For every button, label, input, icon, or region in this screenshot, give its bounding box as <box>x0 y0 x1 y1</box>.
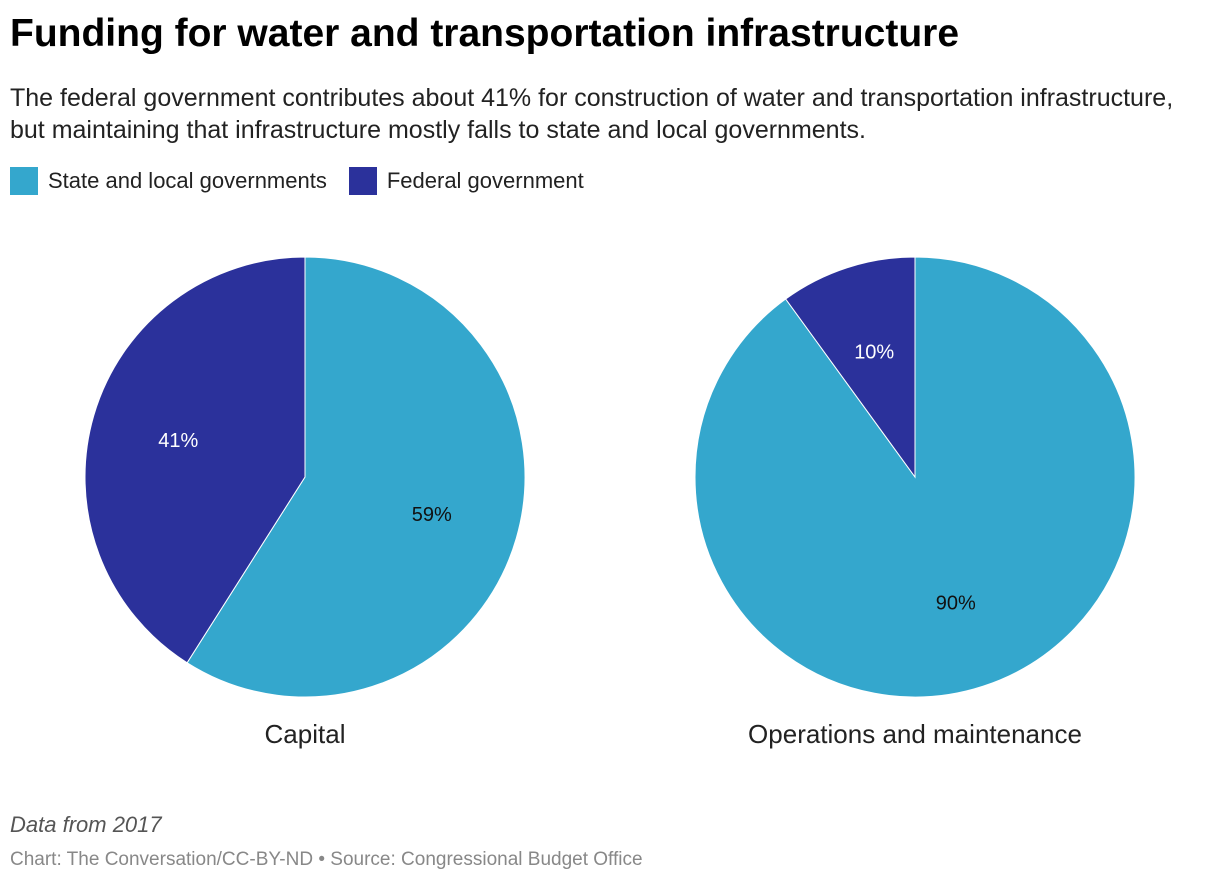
legend-item-state: State and local governments <box>10 167 327 195</box>
pie-slice-1-1 <box>784 256 916 479</box>
pie-title-1: Operations and maintenance <box>748 719 1082 749</box>
pie-data-label-0-0: 59% <box>412 504 452 526</box>
pie-slice-0-0 <box>186 256 526 698</box>
data-note: Data from 2017 <box>10 812 162 837</box>
pie-data-label-1-0: 90% <box>936 593 976 615</box>
pie-title-0: Capital <box>265 719 346 749</box>
legend-item-federal: Federal government <box>348 167 584 195</box>
source-credit: Chart: The Conversation/CC-BY-ND • Sourc… <box>10 849 643 870</box>
legend-label-state: State and local governments <box>48 168 327 193</box>
chart-title: Funding for water and transportation inf… <box>10 12 960 55</box>
legend: State and local governments Federal gove… <box>10 167 606 195</box>
legend-swatch-federal <box>348 167 377 195</box>
pie-data-label-1-1: 10% <box>854 341 894 363</box>
pie-data-label-0-1: 41% <box>158 430 198 452</box>
legend-swatch-state <box>10 167 38 195</box>
chart-subtitle: The federal government contributes about… <box>10 84 1174 144</box>
legend-label-federal: Federal government <box>386 168 584 193</box>
pie-slice-0-1 <box>84 256 306 664</box>
